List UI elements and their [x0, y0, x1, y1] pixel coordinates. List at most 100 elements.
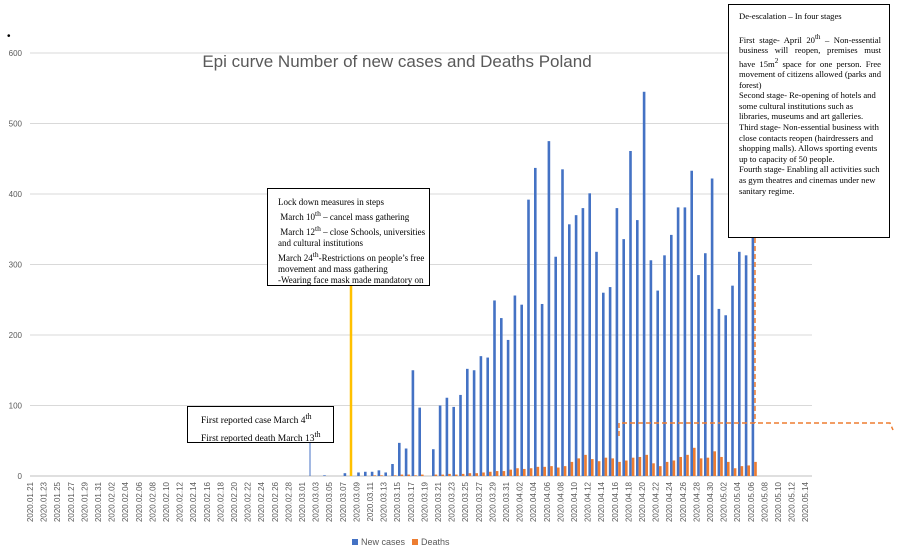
first-death-line: First reported death March 13th — [201, 430, 321, 445]
y-axis-ticks: 0 100 200 300 400 500 600 — [9, 49, 23, 481]
deaths-bar — [563, 466, 567, 476]
x-tick-label: 2020.01.23 — [40, 481, 49, 522]
deaths-bar — [421, 474, 424, 476]
chart-title: Epi curve Number of new cases and Deaths… — [202, 52, 591, 71]
deaths-bar — [448, 473, 451, 476]
new-cases-bar — [466, 368, 469, 476]
deaths-bar — [570, 461, 574, 476]
deescalation-stage-2: Second stage- Re-opening of hotels and s… — [739, 90, 876, 122]
x-tick-label: 2020.04.22 — [652, 481, 661, 522]
x-tick-label: 2020.02.22 — [244, 481, 253, 522]
new-cases-bar — [472, 370, 476, 476]
new-cases-bar — [717, 308, 721, 476]
new-cases-bar — [656, 290, 659, 476]
new-cases-bar — [581, 208, 585, 476]
x-tick-label: 2020.04.30 — [706, 481, 715, 522]
deaths-bar — [706, 457, 710, 476]
new-cases-bar — [602, 292, 605, 476]
deaths-bar — [584, 454, 587, 476]
x-tick-label: 2020.05.02 — [720, 481, 729, 522]
new-cases-bar — [615, 208, 619, 476]
lockdown-title: Lock down measures in steps — [278, 197, 384, 207]
deaths-bar — [577, 458, 580, 476]
x-tick-label: 2020.01.31 — [94, 481, 103, 522]
new-cases-bar — [642, 91, 646, 477]
x-tick-label: 2020.03.27 — [475, 481, 484, 522]
new-cases-bar — [738, 251, 741, 476]
x-tick-label: 2020.03.01 — [298, 481, 307, 522]
new-cases-bar — [683, 207, 687, 476]
new-cases-bar — [724, 315, 727, 476]
x-tick-label: 2020.02.20 — [230, 481, 239, 522]
deaths-bar — [611, 458, 614, 476]
deaths-bar — [699, 458, 703, 476]
x-tick-label: 2020.03.15 — [393, 481, 402, 522]
deaths-bar — [679, 456, 682, 476]
y-tick-label: 600 — [9, 49, 23, 58]
deaths-bar — [407, 474, 410, 476]
new-cases-bar — [636, 220, 639, 476]
new-cases-bar — [479, 356, 483, 476]
y-tick-label: 500 — [9, 120, 23, 129]
deaths-bar — [665, 461, 669, 476]
deaths-bar — [461, 473, 465, 476]
lockdown-step-4: -Wearing face mask made mandatory on pub… — [278, 275, 424, 285]
new-cases-bar — [343, 473, 347, 476]
deaths-bar — [516, 468, 519, 476]
deaths-bar — [604, 457, 608, 476]
deescalation-dashed-bracket — [618, 422, 894, 436]
new-cases-bar — [704, 253, 707, 476]
x-tick-label: 2020.04.02 — [516, 481, 525, 522]
deaths-bar — [393, 475, 397, 476]
deaths-bar — [455, 474, 458, 476]
x-tick-label: 2020.02.24 — [257, 481, 266, 522]
new-cases-bar — [411, 370, 415, 476]
x-tick-label: 2020.03.13 — [380, 481, 389, 522]
deaths-bar — [502, 471, 506, 476]
x-tick-label: 2020.02.08 — [148, 481, 157, 522]
legend: New cases Deaths — [352, 537, 450, 547]
deaths-bar — [597, 461, 601, 476]
deescalation-title: De-escalation – In four stages — [739, 11, 842, 21]
deaths-bar — [550, 466, 553, 476]
deaths-bar — [672, 460, 676, 476]
bars — [323, 91, 757, 477]
deaths-bar — [693, 447, 696, 476]
x-tick-label: 2020.05.10 — [774, 481, 783, 522]
x-tick-label: 2020.04.28 — [692, 481, 701, 522]
new-cases-bar — [445, 397, 449, 476]
deaths-bar — [747, 465, 750, 476]
new-cases-bar — [486, 357, 489, 476]
new-cases-bar — [398, 442, 401, 476]
x-tick-label: 2020.04.10 — [570, 481, 579, 522]
deescalation-stage-3: Third stage- Non-essential business with… — [739, 122, 879, 164]
new-cases-bar — [568, 224, 571, 476]
y-tick-label: 200 — [9, 331, 23, 340]
deaths-bar — [468, 473, 472, 476]
new-cases-bar — [561, 169, 564, 476]
x-tick-label: 2020.04.04 — [529, 481, 538, 522]
x-tick-label: 2020.02.10 — [162, 481, 171, 522]
x-tick-label: 2020.02.16 — [203, 481, 212, 522]
x-tick-label: 2020.04.26 — [679, 481, 688, 522]
x-tick-label: 2020.04.24 — [665, 481, 674, 522]
new-cases-bar — [554, 256, 557, 476]
x-tick-label: 2020.03.17 — [407, 481, 416, 522]
new-cases-bar — [391, 464, 394, 476]
new-cases-bar — [404, 448, 408, 476]
new-cases-bar — [432, 449, 435, 476]
new-cases-bar — [452, 406, 455, 476]
new-cases-bar — [731, 285, 734, 476]
lockdown-annotation: Lock down measures in steps March 10th –… — [267, 188, 430, 286]
deescalation-stage-1: First stage- April 20th – Non-essential … — [739, 32, 881, 90]
deaths-bar — [733, 468, 737, 476]
x-tick-label: 2020.02.02 — [108, 481, 117, 522]
deaths-bar — [727, 461, 730, 476]
lockdown-step-1: March 10th – cancel mass gathering — [280, 209, 410, 222]
deaths-bar — [713, 451, 716, 476]
deaths-bar — [618, 461, 621, 476]
x-tick-label: 2020.03.05 — [325, 481, 334, 522]
new-cases-bar — [547, 141, 551, 476]
new-cases-bar — [649, 260, 653, 476]
new-cases-bar — [588, 193, 591, 477]
